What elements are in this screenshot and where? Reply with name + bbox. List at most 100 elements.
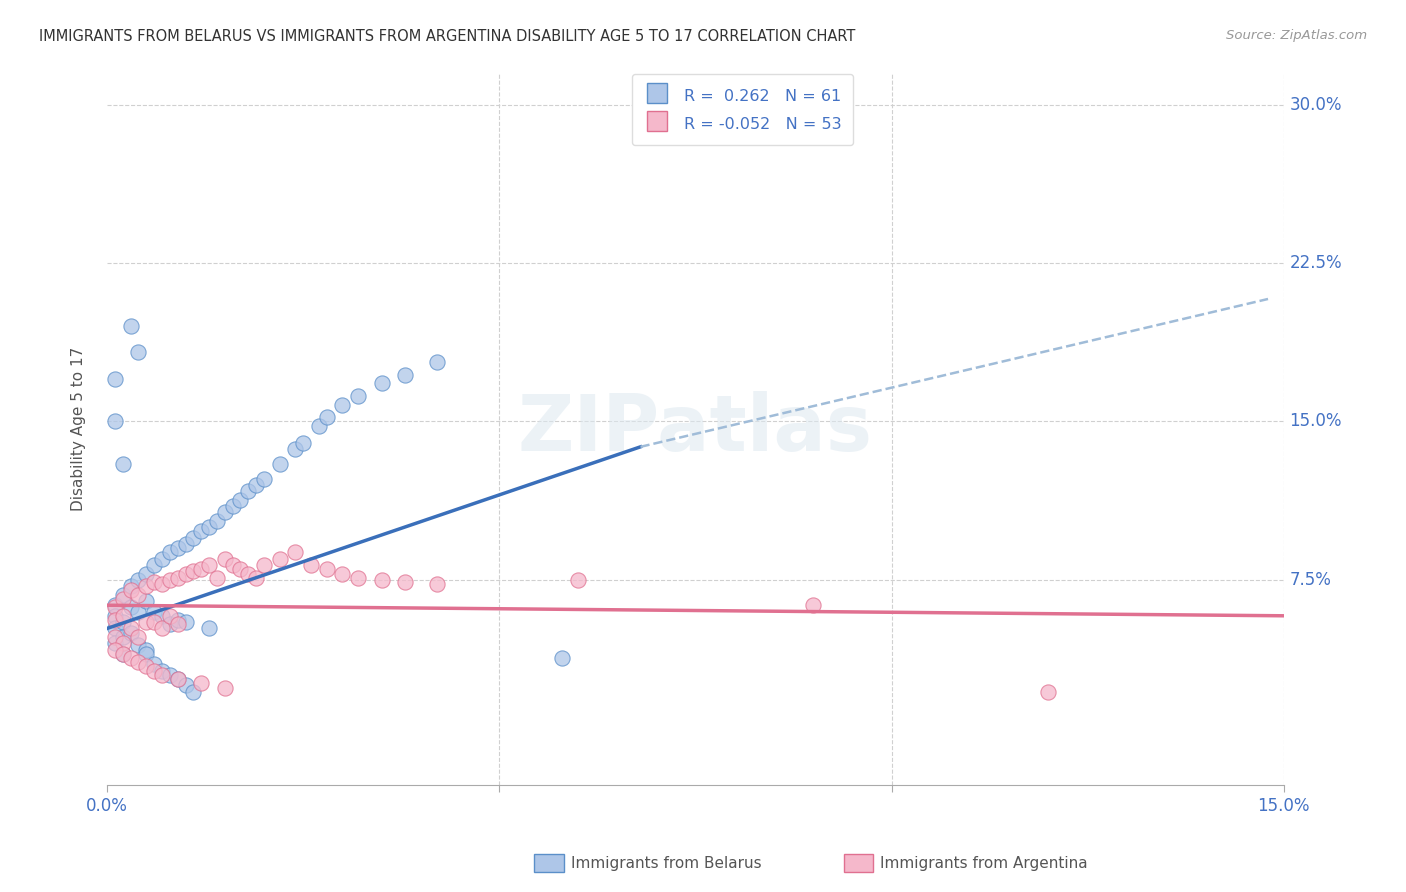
- Point: [143, 605, 166, 619]
- Point: [174, 615, 197, 629]
- Text: Immigrants from Argentina: Immigrants from Argentina: [880, 856, 1088, 871]
- Point: [143, 615, 166, 629]
- Text: Immigrants from Belarus: Immigrants from Belarus: [571, 856, 762, 871]
- Point: [104, 372, 127, 386]
- Point: [150, 622, 173, 636]
- Point: [111, 636, 134, 650]
- Point: [292, 435, 315, 450]
- Point: [394, 368, 416, 382]
- Text: 7.5%: 7.5%: [1289, 571, 1331, 589]
- Point: [120, 579, 142, 593]
- Point: [308, 418, 330, 433]
- Point: [127, 588, 149, 602]
- Point: [104, 636, 127, 650]
- Point: [120, 583, 142, 598]
- Point: [269, 551, 291, 566]
- Point: [166, 613, 188, 627]
- Point: [183, 685, 205, 699]
- Point: [284, 545, 307, 559]
- Point: [245, 478, 267, 492]
- Text: IMMIGRANTS FROM BELARUS VS IMMIGRANTS FROM ARGENTINA DISABILITY AGE 5 TO 17 CORR: IMMIGRANTS FROM BELARUS VS IMMIGRANTS FR…: [39, 29, 856, 44]
- Point: [245, 571, 267, 585]
- Point: [174, 566, 197, 581]
- Point: [143, 558, 166, 573]
- Point: [214, 505, 236, 519]
- Point: [332, 398, 354, 412]
- Point: [166, 672, 188, 686]
- Text: 22.5%: 22.5%: [1289, 254, 1343, 272]
- Point: [127, 638, 149, 652]
- Point: [347, 389, 370, 403]
- Point: [111, 647, 134, 661]
- Point: [238, 484, 260, 499]
- Text: 30.0%: 30.0%: [1289, 95, 1343, 113]
- Point: [135, 579, 157, 593]
- Point: [127, 655, 149, 669]
- Y-axis label: Disability Age 5 to 17: Disability Age 5 to 17: [72, 347, 86, 511]
- Point: [159, 608, 181, 623]
- Point: [135, 566, 157, 581]
- Point: [150, 664, 173, 678]
- Text: Source: ZipAtlas.com: Source: ZipAtlas.com: [1226, 29, 1367, 42]
- Point: [104, 642, 127, 657]
- Point: [299, 558, 322, 573]
- Point: [174, 678, 197, 692]
- Point: [183, 531, 205, 545]
- Point: [150, 551, 173, 566]
- Point: [425, 577, 447, 591]
- Point: [221, 499, 243, 513]
- Point: [214, 551, 236, 566]
- Point: [284, 442, 307, 456]
- Point: [150, 668, 173, 682]
- Point: [127, 630, 149, 644]
- Legend: R =  0.262   N = 61, R = -0.052   N = 53: R = 0.262 N = 61, R = -0.052 N = 53: [631, 74, 853, 145]
- Point: [143, 657, 166, 672]
- Point: [159, 545, 181, 559]
- Point: [205, 514, 228, 528]
- Point: [198, 622, 221, 636]
- Point: [111, 608, 134, 623]
- Point: [120, 319, 142, 334]
- Point: [229, 492, 252, 507]
- Point: [104, 415, 127, 429]
- Point: [135, 659, 157, 673]
- Point: [370, 573, 392, 587]
- Point: [214, 681, 236, 695]
- Point: [150, 608, 173, 623]
- Point: [135, 615, 157, 629]
- Point: [315, 410, 337, 425]
- Point: [104, 599, 127, 613]
- Point: [174, 537, 197, 551]
- Point: [190, 524, 212, 539]
- Point: [347, 571, 370, 585]
- Point: [1038, 685, 1060, 699]
- Point: [111, 457, 134, 471]
- Point: [120, 622, 142, 636]
- Point: [127, 344, 149, 359]
- Point: [166, 672, 188, 686]
- Point: [111, 615, 134, 629]
- Point: [111, 591, 134, 606]
- Point: [315, 562, 337, 576]
- Point: [159, 573, 181, 587]
- Point: [166, 571, 188, 585]
- Point: [111, 588, 134, 602]
- Point: [190, 562, 212, 576]
- Point: [205, 571, 228, 585]
- Point: [159, 668, 181, 682]
- Point: [150, 577, 173, 591]
- Point: [135, 642, 157, 657]
- Text: 15.0%: 15.0%: [1289, 412, 1343, 431]
- Point: [104, 630, 127, 644]
- Point: [166, 541, 188, 556]
- Point: [394, 574, 416, 589]
- Point: [801, 599, 824, 613]
- Point: [135, 647, 157, 661]
- Text: ZIPatlas: ZIPatlas: [517, 391, 873, 467]
- Point: [159, 617, 181, 632]
- Point: [567, 573, 589, 587]
- Point: [198, 520, 221, 534]
- Point: [253, 471, 276, 485]
- Point: [127, 605, 149, 619]
- Point: [425, 355, 447, 369]
